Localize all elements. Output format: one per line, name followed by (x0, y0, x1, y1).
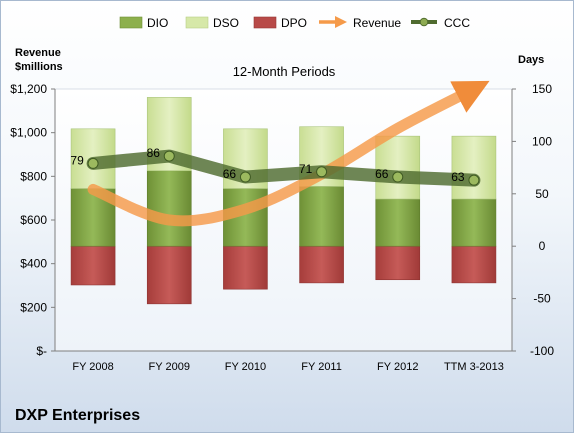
legend-label-ccc: CCC (444, 16, 470, 30)
left-tick-label: $1,000 (10, 126, 47, 140)
left-axis: $1,200 $1,000 $800 $600 $400 $200 $- (10, 82, 56, 358)
ccc-point (239, 171, 251, 183)
legend-swatch-dio (119, 16, 143, 29)
right-axis: 150 100 50 0 -50 -100 (511, 82, 554, 358)
legend-swatch-dpo (253, 16, 277, 29)
right-tick-label: 50 (535, 187, 549, 201)
left-tick-label: $800 (20, 169, 47, 183)
bar-dio (451, 198, 497, 247)
left-tick-label: $200 (20, 300, 47, 314)
ccc-data-label: 66 (223, 167, 237, 181)
bar-dpo (299, 245, 344, 284)
left-tick-label: $1,200 (10, 82, 47, 96)
legend: DIO DSO DPO Revenue CCC (119, 16, 470, 30)
plot-area (54, 88, 513, 352)
ccc-data-label: 79 (70, 153, 84, 167)
left-tick-label: $600 (20, 213, 47, 227)
left-tick-label: $400 (20, 257, 47, 271)
bar-dpo (451, 245, 497, 284)
ccc-point (87, 157, 99, 169)
x-tick-label: FY 2010 (225, 361, 266, 373)
ccc-layer: 79 86 66 71 66 63 (70, 146, 481, 187)
x-tick-label: FY 2009 (149, 361, 190, 373)
x-tick-label: TTM 3-2013 (444, 361, 504, 373)
ccc-data-label: 66 (375, 167, 389, 181)
x-axis: FY 2008 FY 2009 FY 2010 FY 2011 FY 2012 TTM 3… (55, 350, 512, 373)
right-tick-label: 100 (532, 134, 552, 148)
left-axis-title-line1: Revenue (15, 47, 61, 59)
ccc-line (86, 149, 481, 187)
legend-label-dpo: DPO (281, 16, 307, 30)
ccc-point (468, 174, 480, 186)
bar-dpo (146, 245, 192, 305)
ccc-point (392, 171, 404, 183)
right-tick-label: 150 (532, 82, 552, 96)
x-tick-label: FY 2012 (377, 361, 418, 373)
bar-dso (451, 135, 497, 200)
bar-dso (375, 135, 421, 200)
left-axis-title-line2: $millions (15, 61, 63, 73)
right-tick-label: -50 (533, 292, 551, 306)
ccc-data-label: 86 (147, 146, 161, 160)
ccc-point (316, 166, 328, 178)
company-name: DXP Enterprises (15, 407, 140, 424)
ccc-point (163, 150, 175, 162)
ccc-data-label: 63 (451, 170, 465, 184)
ccc-data-label: 71 (299, 162, 313, 176)
legend-label-dio: DIO (147, 16, 168, 30)
legend-label-revenue: Revenue (353, 16, 401, 30)
right-axis-title: Days (518, 54, 544, 66)
bar-dpo (223, 245, 268, 290)
bar-dio (375, 198, 421, 247)
legend-swatch-ccc (411, 17, 437, 27)
right-tick-label: 0 (539, 239, 546, 253)
left-tick-label: $- (36, 344, 47, 358)
x-tick-label: FY 2011 (301, 361, 342, 373)
legend-swatch-revenue (319, 16, 347, 28)
legend-swatch-dso (185, 16, 209, 29)
bar-dio (299, 186, 344, 247)
x-tick-label: FY 2008 (72, 361, 113, 373)
revenue-line (87, 80, 490, 227)
chart-title: 12-Month Periods (233, 64, 336, 79)
right-tick-label: -100 (530, 344, 554, 358)
legend-label-dso: DSO (213, 16, 239, 30)
bar-dpo (70, 245, 116, 286)
bar-dpo (375, 245, 421, 281)
bar-dio (146, 170, 192, 247)
revenue-layer (87, 80, 490, 227)
